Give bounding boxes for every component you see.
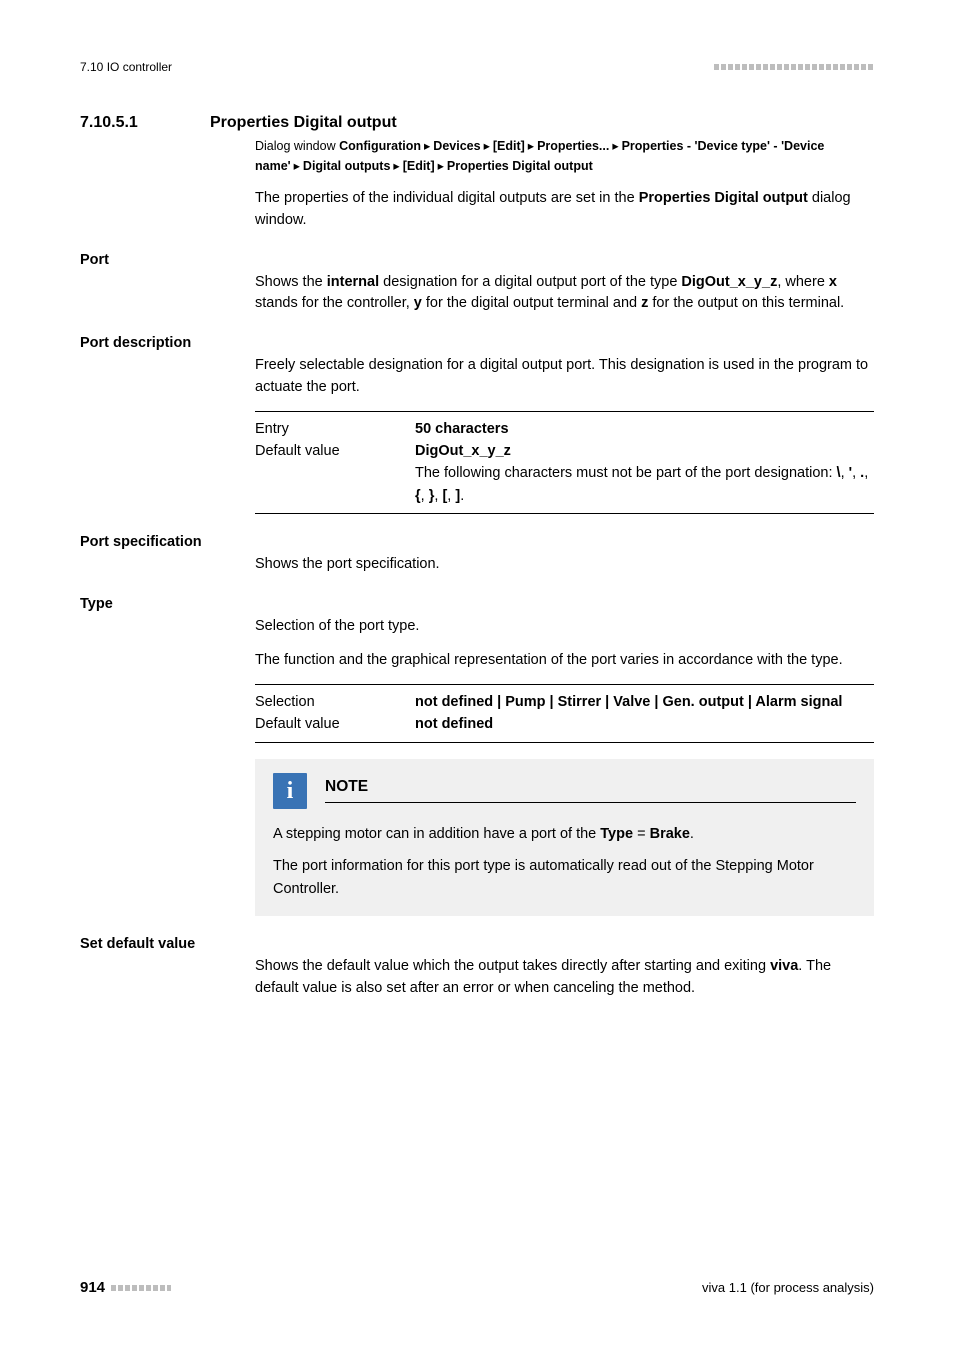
heading-set-default: Set default value	[80, 936, 874, 952]
type-body-1: Selection of the port type.	[255, 616, 874, 638]
header-decoration	[714, 64, 874, 70]
selection-value: not defined | Pump | Stirrer | Valve | G…	[415, 691, 874, 713]
heading-type: Type	[80, 596, 874, 612]
footer-page-number-wrap: 914	[80, 1279, 171, 1296]
text: stands for the controller,	[255, 295, 414, 311]
breadcrumb-part: Properties...	[537, 139, 609, 153]
entry-value: 50 characters	[415, 418, 874, 440]
section-title: Properties Digital output	[210, 114, 397, 132]
port-body: Shows the internal designation for a dig…	[255, 272, 874, 316]
type-body-2: The function and the graphical represent…	[255, 650, 874, 672]
type-table: Selection not defined | Pump | Stirrer |…	[255, 684, 874, 743]
text-bold: internal	[327, 274, 379, 290]
note-title: NOTE	[325, 778, 856, 796]
port-description-table: Entry 50 characters Default value DigOut…	[255, 411, 874, 515]
text-bold: DigOut_x_y_z	[681, 274, 777, 290]
default-value: DigOut_x_y_z	[415, 443, 511, 459]
text: , where	[777, 274, 829, 290]
breadcrumb-sep	[481, 139, 493, 153]
text: The following characters must not be par…	[415, 465, 837, 481]
page-header: 7.10 IO controller	[80, 60, 874, 74]
default-value-cell: DigOut_x_y_z The following characters mu…	[415, 440, 874, 507]
breadcrumb-part: [Edit]	[493, 139, 525, 153]
breadcrumb-part: Configuration	[339, 139, 421, 153]
entry-label: Entry	[255, 418, 415, 440]
text-bold: x	[829, 274, 837, 290]
breadcrumb-prefix: Dialog window	[255, 139, 339, 153]
set-default-body: Shows the default value which the output…	[255, 956, 874, 1000]
text-bold: Properties Digital output	[639, 190, 808, 206]
text: .	[460, 488, 464, 504]
heading-port: Port	[80, 252, 874, 268]
section-number: 7.10.5.1	[80, 114, 170, 132]
note-p2: The port information for this port type …	[273, 855, 856, 900]
text-bold: viva	[770, 958, 798, 974]
text: Shows the default value which the output…	[255, 958, 770, 974]
default-label: Default value	[255, 713, 415, 735]
text: ,	[421, 488, 429, 504]
breadcrumb-sep	[609, 139, 621, 153]
breadcrumb-part: [Edit]	[403, 159, 435, 173]
page-footer: 914 viva 1.1 (for process analysis)	[80, 1279, 874, 1296]
text: designation for a digital output port of…	[379, 274, 681, 290]
note-title-wrap: NOTE	[325, 778, 856, 803]
note-header: i NOTE	[273, 773, 856, 809]
footer-right: viva 1.1 (for process analysis)	[702, 1280, 874, 1295]
text: The properties of the individual digital…	[255, 190, 639, 206]
text: Shows the	[255, 274, 327, 290]
note-box: i NOTE A stepping motor can in addition …	[255, 759, 874, 916]
breadcrumb-sep	[435, 159, 447, 173]
breadcrumb-part: Devices	[433, 139, 480, 153]
heading-port-specification: Port specification	[80, 534, 874, 550]
header-section-ref: 7.10 IO controller	[80, 60, 172, 74]
default-label: Default value	[255, 440, 415, 507]
text: ,	[852, 465, 860, 481]
text: for the digital output terminal and	[422, 295, 641, 311]
text: =	[633, 826, 650, 842]
breadcrumb-part: Digital outputs	[303, 159, 391, 173]
breadcrumb-sep	[390, 159, 402, 173]
breadcrumb-sep	[525, 139, 537, 153]
breadcrumb-sep	[291, 159, 303, 173]
text: ,	[841, 465, 849, 481]
port-specification-body: Shows the port specification.	[255, 554, 874, 576]
text: ,	[864, 465, 868, 481]
default-value: not defined	[415, 713, 874, 735]
table-row: Selection not defined | Pump | Stirrer |…	[255, 691, 874, 713]
text-bold: y	[414, 295, 422, 311]
info-icon: i	[273, 773, 307, 809]
text: A stepping motor can in addition have a …	[273, 826, 600, 842]
breadcrumb: Dialog window Configuration Devices [Edit]…	[255, 136, 874, 176]
port-description-body: Freely selectable designation for a digi…	[255, 355, 874, 399]
table-row: Default value DigOut_x_y_z The following…	[255, 440, 874, 507]
text-bold: Brake	[650, 826, 690, 842]
table-row: Default value not defined	[255, 713, 874, 735]
footer-decoration	[111, 1285, 171, 1291]
footer-page-number: 914	[80, 1279, 105, 1296]
note-body: A stepping motor can in addition have a …	[273, 823, 856, 900]
breadcrumb-part: Properties Digital output	[447, 159, 593, 173]
note-p1: A stepping motor can in addition have a …	[273, 823, 856, 845]
section-heading: 7.10.5.1 Properties Digital output	[80, 114, 874, 132]
text: .	[690, 826, 694, 842]
intro-paragraph: The properties of the individual digital…	[255, 188, 874, 232]
heading-port-description: Port description	[80, 335, 874, 351]
text-bold: Type	[600, 826, 633, 842]
table-row: Entry 50 characters	[255, 418, 874, 440]
selection-label: Selection	[255, 691, 415, 713]
text: for the output on this terminal.	[648, 295, 844, 311]
breadcrumb-sep	[421, 139, 433, 153]
